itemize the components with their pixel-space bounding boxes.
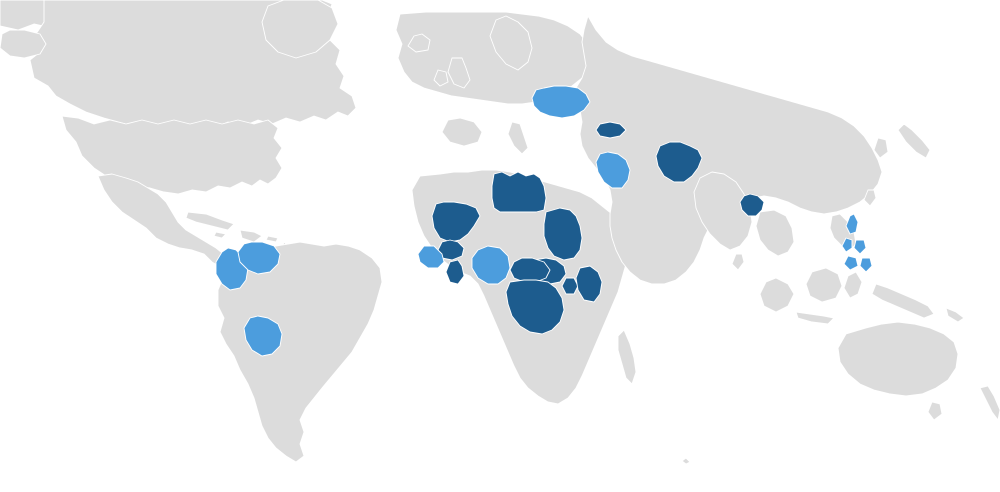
country-scandinavia [489,15,533,71]
island-japan [897,123,931,159]
country-greenland [261,0,339,59]
country-guinea-highlight[interactable] [417,245,445,269]
island-papua-east [945,307,965,323]
country-bangladesh-highlight[interactable] [739,193,765,217]
country-spain-portugal [441,117,483,147]
country-uganda-highlight[interactable] [561,277,579,295]
country-venezuela-highlight[interactable] [237,241,281,275]
island-new-guinea [871,283,935,319]
country-car-highlight[interactable] [509,257,551,283]
country-ireland [433,69,449,87]
island-hispaniola [239,229,263,243]
country-australia [837,321,959,397]
country-south-america [217,241,383,463]
country-drc-highlight[interactable] [505,279,565,335]
island-jamaica [213,231,227,239]
island-taiwan [863,189,877,207]
country-italy [507,121,529,155]
country-nigeria-highlight[interactable] [471,245,511,285]
country-ukraine-highlight[interactable] [531,85,591,119]
island-madagascar [617,329,637,385]
country-ghana-highlight[interactable] [445,259,465,285]
country-iraq-highlight[interactable] [595,151,631,189]
island-borneo [805,267,843,303]
country-india [693,171,753,251]
island-cuba [185,211,235,231]
highlight-dark-layer[interactable] [431,121,765,335]
island-sulawesi [843,271,863,299]
island-puerto-rico [265,235,279,243]
highlight-mid-layer[interactable] [215,85,873,357]
island-small-pacific [681,457,691,465]
region-southeast-asia [755,209,795,257]
country-libya-highlight[interactable] [491,171,547,213]
island-tasmania [927,401,943,421]
island-sri-lanka [731,253,745,271]
country-alaska [0,29,47,59]
country-afghanistan-highlight[interactable] [655,141,703,183]
country-bolivia-highlight[interactable] [243,315,283,357]
country-mali-highlight[interactable] [431,201,481,243]
country-korea [873,137,889,159]
country-united-kingdom [447,57,471,89]
country-sudan-highlight[interactable] [543,207,583,261]
country-kenya-highlight[interactable] [575,265,603,303]
island-new-zealand [979,385,1000,421]
island-sumatra [759,277,795,313]
country-philippines-highlight[interactable] [841,213,873,273]
country-georgia-highlight[interactable] [595,121,627,139]
country-iceland [407,33,431,53]
island-java [795,311,835,325]
